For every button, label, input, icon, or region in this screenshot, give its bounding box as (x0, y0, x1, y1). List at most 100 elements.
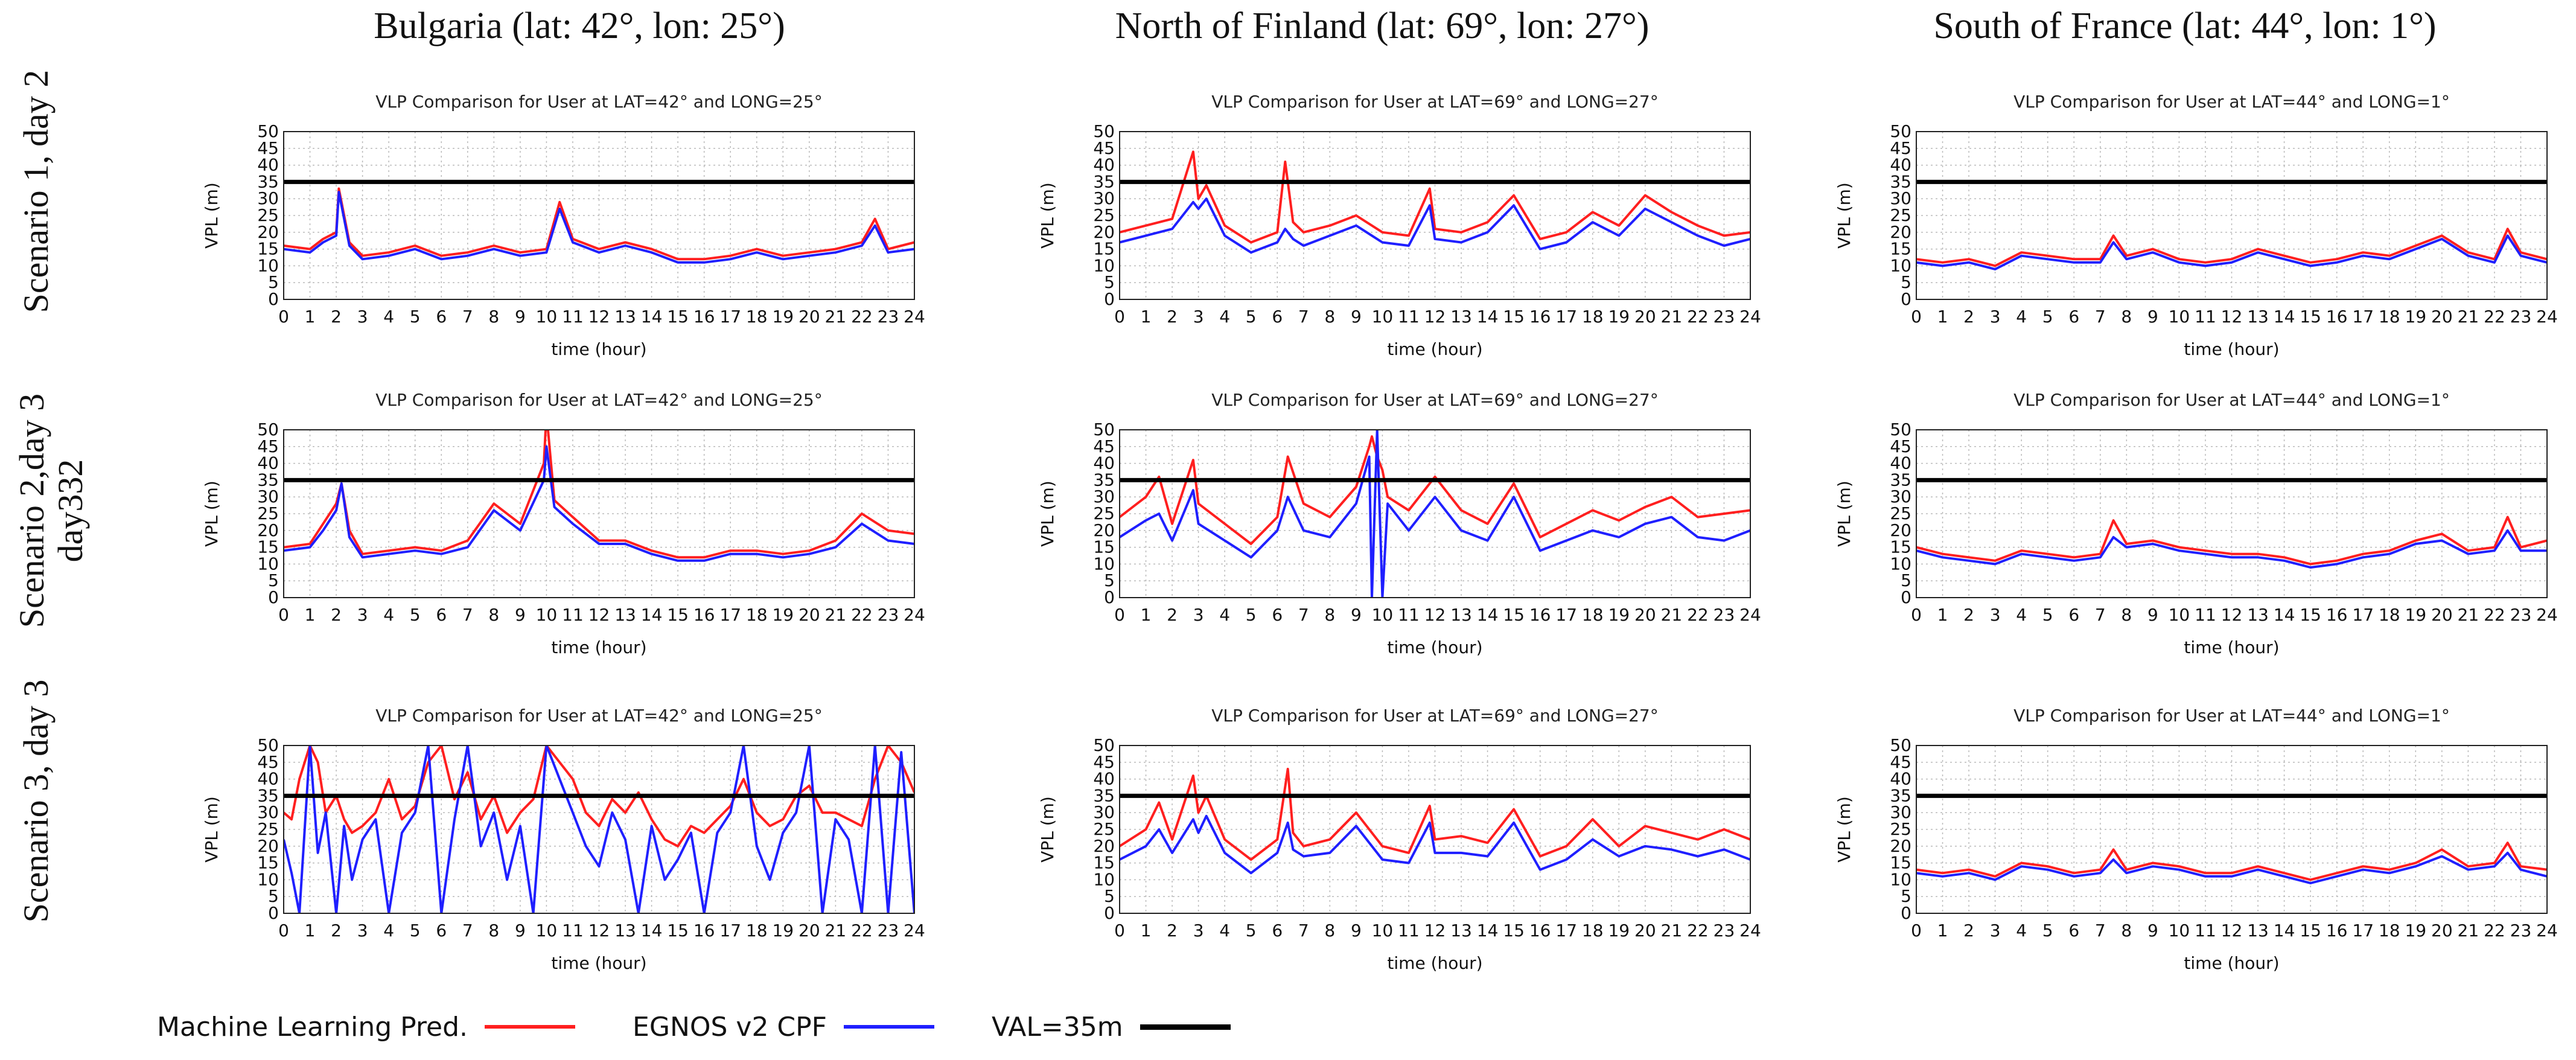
x-tick-label: 1 (305, 921, 316, 940)
x-tick-label: 22 (1687, 307, 1709, 327)
chart-title: VLP Comparison for User at LAT=69° and L… (1211, 390, 1659, 410)
y-tick-label: 30 (1093, 188, 1115, 208)
y-tick-label: 30 (1093, 802, 1115, 822)
x-tick-label: 22 (1687, 605, 1709, 625)
x-tick-label: 17 (719, 921, 741, 940)
x-tick-label: 3 (357, 307, 368, 327)
x-tick-label: 20 (1634, 921, 1656, 940)
x-tick-label: 3 (357, 921, 368, 940)
x-tick-label: 10 (1372, 605, 1394, 625)
x-tick-label: 3 (1990, 605, 2001, 625)
y-tick-label: 50 (257, 735, 279, 755)
x-tick-label: 7 (462, 921, 473, 940)
x-tick-label: 0 (278, 307, 289, 327)
x-tick-label: 10 (2169, 605, 2190, 625)
y-tick-label: 20 (1093, 836, 1115, 856)
y-tick-label: 40 (1093, 769, 1115, 789)
y-tick-label: 15 (257, 853, 279, 873)
y-tick-label: 25 (257, 819, 279, 839)
column-header-france: South of France (lat: 44°, lon: 1°) (1933, 5, 2437, 46)
y-tick-label: 20 (257, 836, 279, 856)
x-tick-label: 14 (641, 307, 663, 327)
y-tick-label: 40 (1093, 453, 1115, 473)
chart-title: VLP Comparison for User at LAT=69° and L… (1211, 92, 1659, 112)
y-tick-label: 45 (1093, 752, 1115, 772)
x-axis-label: time (hour) (1387, 339, 1482, 359)
x-tick-label: 10 (536, 921, 558, 940)
x-axis-label: time (hour) (2184, 339, 2279, 359)
chart-title: VLP Comparison for User at LAT=44° and L… (2013, 92, 2450, 112)
x-tick-label: 23 (878, 307, 899, 327)
x-tick-label: 0 (1114, 921, 1125, 940)
y-tick-label: 20 (1093, 222, 1115, 242)
y-tick-label: 10 (1890, 554, 1911, 573)
x-tick-label: 15 (1503, 307, 1525, 327)
x-tick-label: 5 (410, 307, 421, 327)
x-tick-label: 22 (1687, 921, 1709, 940)
chart-panel-4: VLP Comparison for User at LAT=42° and L… (202, 390, 925, 657)
chart-panel-8: VLP Comparison for User at LAT=69° and L… (1038, 706, 1761, 973)
x-tick-label: 21 (825, 605, 847, 625)
x-tick-label: 21 (825, 307, 847, 327)
y-tick-label: 5 (1104, 570, 1115, 590)
y-tick-label: 25 (1093, 503, 1115, 523)
series-line-ml-pred (1916, 516, 2547, 566)
x-tick-label: 24 (904, 307, 925, 327)
y-axis-label: VPL (m) (202, 796, 222, 863)
x-tick-label: 23 (878, 921, 899, 940)
y-tick-label: 0 (1901, 289, 1911, 309)
x-tick-label: 4 (2016, 921, 2027, 940)
legend-item-ml: Machine Learning Pred. (157, 1012, 576, 1042)
x-axis-label: time (hour) (551, 339, 646, 359)
x-tick-label: 12 (2221, 921, 2243, 940)
y-tick-label: 45 (1093, 436, 1115, 456)
y-tick-label: 15 (257, 239, 279, 259)
x-axis-label: time (hour) (551, 953, 646, 973)
x-tick-label: 1 (305, 307, 316, 327)
x-tick-label: 12 (588, 605, 610, 625)
x-tick-label: 20 (2431, 921, 2453, 940)
y-tick-label: 30 (1890, 487, 1911, 506)
x-tick-label: 11 (562, 307, 584, 327)
y-tick-label: 0 (268, 289, 279, 309)
x-tick-label: 4 (383, 921, 394, 940)
x-tick-label: 18 (1582, 605, 1604, 625)
x-tick-label: 4 (383, 605, 394, 625)
x-tick-label: 7 (2095, 307, 2106, 327)
y-tick-label: 40 (257, 769, 279, 789)
x-tick-label: 7 (1298, 921, 1309, 940)
y-axis-label: VPL (m) (1834, 481, 1854, 547)
y-tick-label: 20 (1890, 520, 1911, 540)
x-tick-label: 20 (799, 605, 820, 625)
series-line-egnos-cpf (1916, 234, 2547, 270)
y-tick-label: 50 (1093, 121, 1115, 141)
chart-panel-2: VLP Comparison for User at LAT=69° and L… (1038, 92, 1761, 359)
plot-frame (1119, 745, 1751, 914)
x-tick-label: 18 (1582, 307, 1604, 327)
plot-frame (283, 131, 915, 300)
x-tick-label: 6 (2068, 307, 2079, 327)
x-tick-label: 21 (1661, 921, 1683, 940)
y-tick-label: 20 (1890, 836, 1911, 856)
x-tick-label: 13 (1450, 605, 1472, 625)
series-line-egnos-cpf (284, 445, 914, 562)
x-tick-label: 13 (1450, 921, 1472, 940)
x-tick-label: 14 (2274, 307, 2295, 327)
x-tick-label: 11 (1398, 605, 1420, 625)
y-tick-label: 10 (1093, 869, 1115, 889)
x-tick-label: 1 (1937, 921, 1948, 940)
x-tick-label: 24 (904, 605, 925, 625)
x-tick-label: 6 (1272, 307, 1283, 327)
x-tick-label: 8 (488, 921, 499, 940)
legend-item-egnos: EGNOS v2 CPF (633, 1012, 934, 1042)
x-axis-label: time (hour) (1387, 637, 1482, 657)
x-tick-label: 24 (904, 921, 925, 940)
y-tick-label: 5 (268, 272, 279, 292)
x-tick-label: 5 (410, 921, 421, 940)
y-tick-label: 15 (1890, 853, 1911, 873)
x-tick-label: 20 (799, 307, 820, 327)
y-tick-label: 40 (1093, 155, 1115, 175)
y-tick-label: 50 (1093, 420, 1115, 439)
y-tick-label: 25 (257, 503, 279, 523)
